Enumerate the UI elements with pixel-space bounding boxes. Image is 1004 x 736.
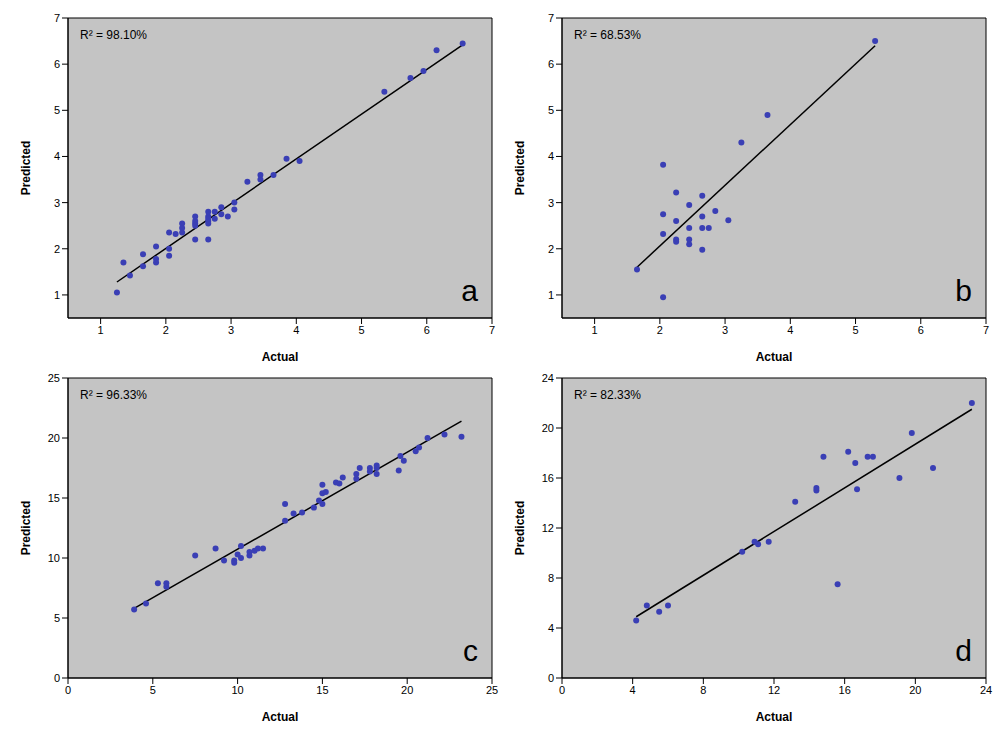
svg-text:6: 6: [424, 324, 430, 336]
svg-text:6: 6: [54, 58, 60, 70]
html-text:R² = 68.53%: R² = 68.53%: [574, 28, 641, 42]
html-text:a: a: [461, 274, 478, 307]
svg-text:7: 7: [983, 324, 989, 336]
svg-text:7: 7: [489, 324, 495, 336]
svg-text:Actual: Actual: [756, 710, 793, 724]
svg-text:20: 20: [542, 422, 554, 434]
svg-text:4: 4: [54, 150, 60, 162]
svg-text:0: 0: [54, 672, 60, 684]
svg-text:7: 7: [54, 12, 60, 24]
svg-text:1: 1: [54, 289, 60, 301]
svg-text:Actual: Actual: [262, 710, 299, 724]
svg-text:Predicted: Predicted: [513, 501, 527, 556]
svg-text:10: 10: [48, 552, 60, 564]
svg-text:20: 20: [48, 432, 60, 444]
svg-text:20: 20: [909, 684, 921, 696]
svg-text:Predicted: Predicted: [19, 141, 33, 196]
svg-text:1: 1: [548, 289, 554, 301]
html-text:R² = 96.33%: R² = 96.33%: [80, 388, 147, 402]
svg-text:5: 5: [54, 104, 60, 116]
svg-text:20: 20: [401, 684, 413, 696]
svg-text:3: 3: [54, 197, 60, 209]
svg-text:0: 0: [65, 684, 71, 696]
html-text:R² = 82.33%: R² = 82.33%: [574, 388, 641, 402]
svg-text:3: 3: [228, 324, 234, 336]
html-text:R² = 98.10%: R² = 98.10%: [80, 28, 147, 42]
svg-text:25: 25: [48, 372, 60, 384]
svg-text:8: 8: [548, 572, 554, 584]
svg-text:Actual: Actual: [262, 350, 299, 364]
svg-text:5: 5: [54, 612, 60, 624]
svg-text:5: 5: [548, 104, 554, 116]
svg-text:3: 3: [722, 324, 728, 336]
svg-text:16: 16: [839, 684, 851, 696]
svg-text:7: 7: [548, 12, 554, 24]
svg-text:5: 5: [852, 324, 858, 336]
svg-text:10: 10: [231, 684, 243, 696]
html-text:d: d: [955, 634, 972, 667]
svg-text:1: 1: [98, 324, 104, 336]
svg-text:15: 15: [48, 492, 60, 504]
svg-text:24: 24: [980, 684, 992, 696]
svg-text:2: 2: [657, 324, 663, 336]
svg-text:15: 15: [316, 684, 328, 696]
svg-text:3: 3: [548, 197, 554, 209]
svg-text:2: 2: [54, 243, 60, 255]
svg-text:Predicted: Predicted: [513, 141, 527, 196]
svg-text:Predicted: Predicted: [19, 501, 33, 556]
svg-text:6: 6: [548, 58, 554, 70]
svg-text:4: 4: [293, 324, 299, 336]
svg-text:12: 12: [542, 522, 554, 534]
svg-text:25: 25: [486, 684, 498, 696]
svg-text:0: 0: [559, 684, 565, 696]
svg-text:4: 4: [548, 622, 554, 634]
svg-text:2: 2: [548, 243, 554, 255]
svg-text:2: 2: [163, 324, 169, 336]
svg-text:16: 16: [542, 472, 554, 484]
svg-text:6: 6: [918, 324, 924, 336]
svg-text:12: 12: [768, 684, 780, 696]
html-text:c: c: [463, 634, 478, 667]
svg-text:4: 4: [548, 150, 554, 162]
svg-text:0: 0: [548, 672, 554, 684]
svg-text:1: 1: [592, 324, 598, 336]
svg-text:4: 4: [787, 324, 793, 336]
svg-text:Actual: Actual: [756, 350, 793, 364]
svg-text:5: 5: [150, 684, 156, 696]
svg-text:24: 24: [542, 372, 554, 384]
svg-text:8: 8: [700, 684, 706, 696]
svg-text:4: 4: [630, 684, 636, 696]
svg-text:5: 5: [358, 324, 364, 336]
html-text:b: b: [955, 274, 972, 307]
